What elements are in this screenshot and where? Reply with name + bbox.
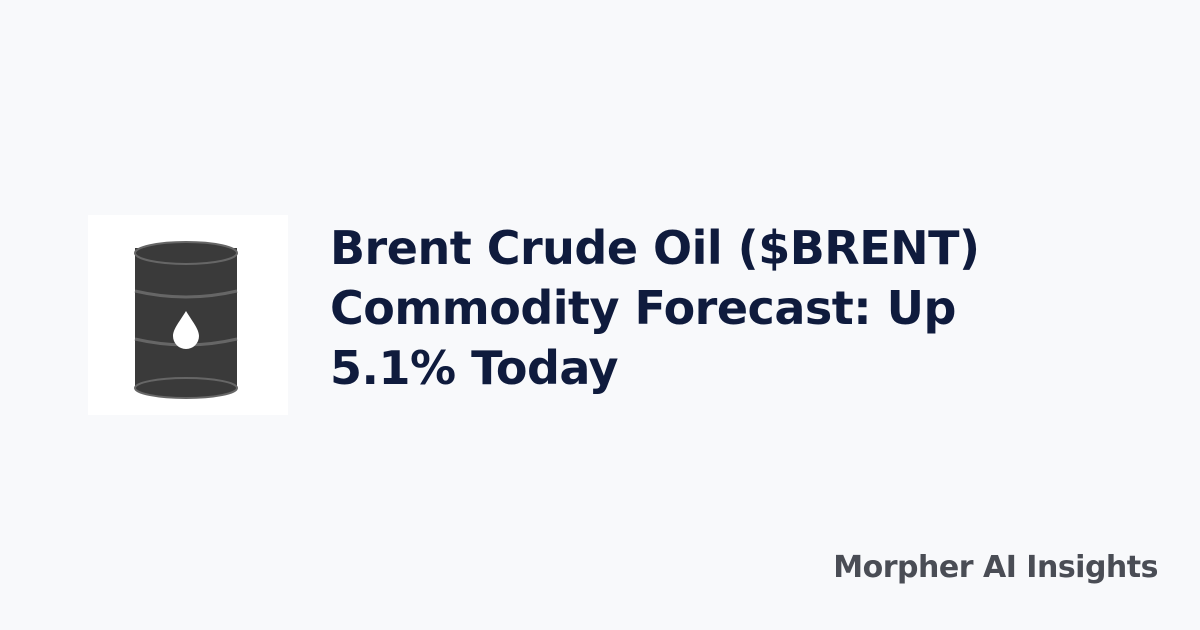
page-title: Brent Crude Oil ($BRENT) Commodity Forec… [330,221,980,395]
thumbnail [88,215,288,415]
oil-barrel-icon [134,241,238,399]
brand-label: Morpher AI Insights [833,550,1158,585]
